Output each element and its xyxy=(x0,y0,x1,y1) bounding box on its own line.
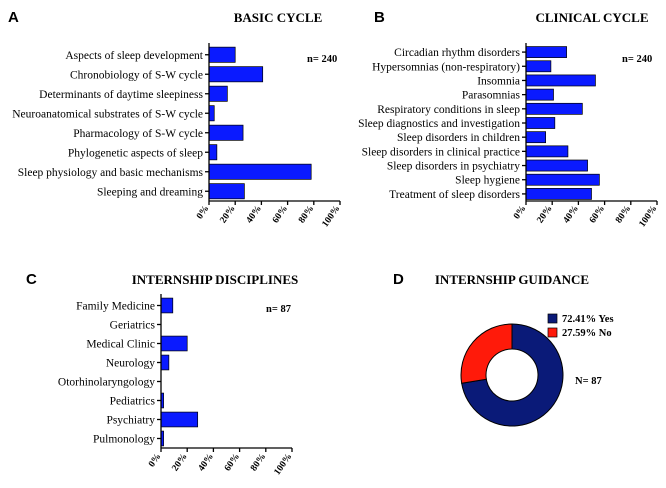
x-tick-label: 100% xyxy=(321,204,343,229)
panel-title-b: CLINICAL CYCLE xyxy=(535,10,648,25)
category-label: Chronobiology of S-W cycle xyxy=(70,69,203,81)
bar xyxy=(160,411,199,428)
bar xyxy=(208,183,245,200)
panel-letter-b: B xyxy=(374,9,385,26)
category-label: Family Medicine xyxy=(76,301,155,313)
bar xyxy=(208,124,244,141)
bar xyxy=(208,144,218,161)
x-tick-label: 20% xyxy=(219,204,238,225)
panel-title-c: INTERNSHIP DISCIPLINES xyxy=(132,272,299,287)
category-label: Pulmonology xyxy=(93,434,155,446)
category-label: Neuroanatomical substrates of S-W cycle xyxy=(12,108,203,120)
bar xyxy=(525,88,554,101)
bar xyxy=(160,335,188,352)
legend-swatch-yes xyxy=(547,313,558,324)
panel-title-d: INTERNSHIP GUIDANCE xyxy=(435,272,589,287)
x-tick-label: 100% xyxy=(638,204,660,229)
bar xyxy=(525,131,546,144)
category-label: Sleep disorders in psychiatry xyxy=(387,161,520,173)
n-label-d: N= 87 xyxy=(575,376,602,387)
legend-label-yes: 72.41% Yes xyxy=(562,314,614,325)
x-tick-label: 80% xyxy=(249,452,268,473)
bar xyxy=(208,105,215,122)
bar xyxy=(525,117,556,129)
bar xyxy=(525,102,583,115)
bar xyxy=(525,60,552,73)
category-label: Geriatrics xyxy=(110,320,156,332)
x-tick-label: 60% xyxy=(271,204,290,225)
panel-letter-c: C xyxy=(26,271,37,288)
panel-c-internship-disciplines: C INTERNSHIP DISCIPLINES n= 87 Family Me… xyxy=(26,271,298,477)
n-label-b: n= 240 xyxy=(622,54,652,65)
bar xyxy=(160,354,170,371)
x-tick-label: 0% xyxy=(512,204,528,221)
category-label: Circadian rhythm disorders xyxy=(394,47,520,59)
category-label: Aspects of sleep development xyxy=(65,50,203,62)
category-label: Pediatrics xyxy=(110,396,156,408)
panel-letter-a: A xyxy=(8,9,19,26)
category-label: Parasomnias xyxy=(462,90,521,102)
x-tick-label: 0% xyxy=(147,452,163,469)
category-label: Medical Clinic xyxy=(86,339,155,351)
x-tick-label: 80% xyxy=(614,204,633,225)
legend-swatch-no xyxy=(547,327,558,338)
category-label: Neurology xyxy=(106,358,155,370)
x-tick-label: 100% xyxy=(273,452,295,477)
category-label: Pharmacology of S-W cycle xyxy=(73,128,203,140)
bar xyxy=(208,85,228,102)
x-tick-label: 40% xyxy=(562,204,581,225)
category-label: Insomnia xyxy=(477,75,520,87)
legend-label-no: 27.59% No xyxy=(562,328,612,339)
category-label: Respiratory conditions in sleep xyxy=(377,104,520,116)
bar xyxy=(525,145,569,158)
x-tick-label: 0% xyxy=(195,204,211,221)
x-tick-label: 20% xyxy=(536,204,555,225)
bar xyxy=(525,74,596,87)
bar xyxy=(208,46,236,63)
bar xyxy=(208,163,312,180)
category-label: Sleeping and dreaming xyxy=(97,186,203,198)
category-label: Hypersomnias (non-respiratory) xyxy=(372,61,520,73)
category-label: Sleep hygiene xyxy=(455,175,520,187)
category-label: Sleep disorders in children xyxy=(397,132,520,144)
bar xyxy=(525,46,567,58)
category-label: Phylogenetic aspects of sleep xyxy=(68,147,203,159)
category-label: Sleep disorders in clinical practice xyxy=(362,146,520,158)
x-tick-label: 20% xyxy=(171,452,190,473)
category-label: Otorhinolaryngology xyxy=(58,377,155,389)
n-label-a: n= 240 xyxy=(307,54,337,65)
x-tick-label: 40% xyxy=(245,204,264,225)
panel-a-basic-cycle: A BASIC CYCLE n= 240 Aspects of sleep de… xyxy=(8,9,342,229)
donut-slice-no xyxy=(460,323,513,384)
bar xyxy=(160,297,174,314)
bar xyxy=(208,66,264,83)
bar xyxy=(525,173,600,186)
panel-title-a: BASIC CYCLE xyxy=(234,10,323,25)
category-label: Psychiatry xyxy=(106,415,155,427)
category-label: Sleep diagnostics and investigation xyxy=(358,118,520,130)
bar xyxy=(525,188,592,200)
donut-slice-yes xyxy=(461,323,564,427)
panel-b-clinical-cycle: B CLINICAL CYCLE n= 240 Circadian rhythm… xyxy=(358,9,659,229)
x-tick-label: 40% xyxy=(197,452,216,473)
panel-letter-d: D xyxy=(393,271,404,288)
x-tick-label: 60% xyxy=(223,452,242,473)
category-label: Treatment of sleep disorders xyxy=(389,189,520,201)
x-tick-label: 60% xyxy=(588,204,607,225)
x-tick-label: 80% xyxy=(297,204,316,225)
panel-d-internship-guidance: D INTERNSHIP GUIDANCE N= 87 72.41% Yes 27… xyxy=(393,271,614,427)
category-label: Determinants of daytime sleepiness xyxy=(39,89,203,101)
n-label-c: n= 87 xyxy=(266,304,291,315)
bar xyxy=(525,159,588,172)
category-label: Sleep physiology and basic mechanisms xyxy=(18,167,204,179)
